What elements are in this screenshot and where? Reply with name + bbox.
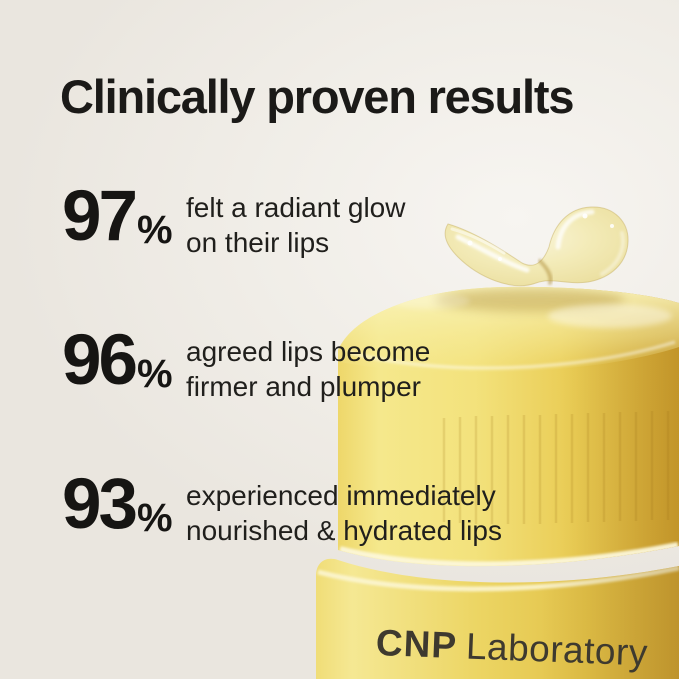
brand-name-cnp: CNP bbox=[375, 622, 458, 667]
stat-percent-number: 96 bbox=[62, 321, 138, 400]
stat-description: felt a radiant glow on their lips bbox=[186, 186, 405, 260]
stat-value: 96 % bbox=[62, 321, 186, 400]
stat-description-line2: on their lips bbox=[186, 227, 330, 258]
percent-sign: % bbox=[136, 496, 173, 540]
stat-row-nourished-hydrated: 93 % experienced immediately nourished &… bbox=[62, 465, 502, 548]
stat-description-line1: felt a radiant glow bbox=[186, 192, 406, 223]
stat-description-line1: experienced immediately bbox=[186, 480, 496, 511]
balm-dollop bbox=[444, 206, 629, 287]
percent-sign: % bbox=[136, 352, 173, 396]
page-title: Clinically proven results bbox=[60, 70, 575, 123]
stat-percent-number: 93 bbox=[62, 465, 138, 544]
stat-value: 97 % bbox=[62, 177, 186, 256]
stat-description: experienced immediately nourished & hydr… bbox=[186, 474, 502, 548]
stat-row-radiant-glow: 97 % felt a radiant glow on their lips bbox=[62, 177, 405, 260]
stat-value: 93 % bbox=[62, 465, 186, 544]
stick-cap bbox=[338, 286, 679, 567]
stat-description-line1: agreed lips become bbox=[186, 336, 431, 367]
stat-description-line2: nourished & hydrated lips bbox=[186, 515, 502, 546]
stat-description-line2: firmer and plumper bbox=[186, 371, 421, 402]
tube-body bbox=[316, 558, 679, 679]
stat-percent-number: 97 bbox=[62, 177, 138, 256]
brand-name-laboratory: Laboratory bbox=[465, 625, 649, 674]
stat-description: agreed lips become firmer and plumper bbox=[186, 330, 430, 404]
stat-row-firmer-plumper: 96 % agreed lips become firmer and plump… bbox=[62, 321, 430, 404]
percent-sign: % bbox=[136, 208, 173, 252]
